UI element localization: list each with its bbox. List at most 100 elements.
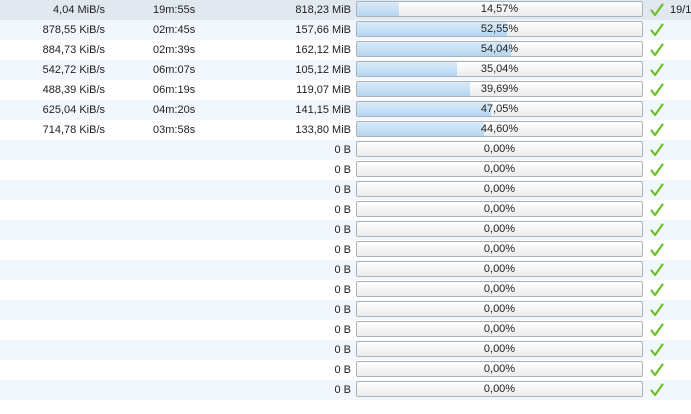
progress-bar: 35,04% (356, 61, 643, 77)
check-icon (649, 242, 665, 258)
table-row[interactable]: 488,39 KiB/s 06m:19s 119,07 MiB 39,69% (0, 80, 691, 100)
speed-cell (0, 320, 105, 340)
size-cell: 133,80 MiB (295, 124, 351, 136)
table-row[interactable]: 0 B 0,00% (0, 240, 691, 260)
size-cell: 0 B (334, 164, 351, 176)
table-row[interactable]: 0 B 0,00% (0, 280, 691, 300)
speed-cell (0, 260, 105, 280)
progress-bar: 44,60% (356, 121, 643, 137)
progress-percent: 0,00% (483, 283, 516, 295)
table-row[interactable]: 714,78 KiB/s 03m:58s 133,80 MiB 44,60% (0, 120, 691, 140)
speed-cell (0, 380, 105, 400)
table-row[interactable]: 0 B 0,00% (0, 180, 691, 200)
progress-percent: 35,04% (480, 63, 519, 75)
table-row[interactable]: 625,04 KiB/s 04m:20s 141,15 MiB 47,05% (0, 100, 691, 120)
speed-cell (0, 200, 105, 220)
progress-bar: 0,00% (356, 141, 643, 157)
progress-bar: 0,00% (356, 201, 643, 217)
table-row[interactable]: 0 B 0,00% (0, 140, 691, 160)
table-row[interactable]: 0 B 0,00% (0, 160, 691, 180)
size-cell: 0 B (334, 344, 351, 356)
speed-cell (0, 360, 105, 380)
table-row[interactable]: 0 B 0,00% (0, 200, 691, 220)
speed-cell: 488,39 KiB/s (42, 84, 105, 96)
size-cell: 0 B (334, 144, 351, 156)
eta-cell (153, 160, 213, 180)
table-row[interactable]: 0 B 0,00% (0, 260, 691, 280)
table-row[interactable]: 0 B 0,00% (0, 220, 691, 240)
eta-cell (153, 180, 213, 200)
progress-percent: 0,00% (483, 203, 516, 215)
size-cell: 162,12 MiB (295, 44, 351, 56)
progress-bar: 54,04% (356, 41, 643, 57)
eta-cell (153, 140, 213, 160)
eta-cell (153, 380, 213, 400)
progress-percent: 54,04% (480, 43, 519, 55)
progress-bar: 0,00% (356, 381, 643, 397)
table-row[interactable]: 878,55 KiB/s 02m:45s 157,66 MiB 52,55% (0, 20, 691, 40)
speed-cell: 878,55 KiB/s (42, 24, 105, 36)
eta-cell: 19m:55s (153, 4, 196, 16)
check-icon (649, 142, 665, 158)
size-cell: 0 B (334, 304, 351, 316)
speed-cell: 4,04 MiB/s (53, 4, 105, 16)
eta-cell (153, 260, 213, 280)
progress-bar: 0,00% (356, 281, 643, 297)
progress-fill (357, 102, 492, 116)
eta-cell: 06m:07s (153, 64, 196, 76)
size-cell: 0 B (334, 284, 351, 296)
transfer-list: 4,04 MiB/s 19m:55s 818,23 MiB 14,57% 19/1 878… (0, 0, 691, 400)
progress-bar: 14,57% (356, 1, 643, 17)
progress-percent: 0,00% (483, 323, 516, 335)
eta-cell: 04m:20s (153, 104, 196, 116)
size-cell: 119,07 MiB (296, 84, 351, 96)
eta-cell: 02m:45s (153, 24, 196, 36)
progress-percent: 0,00% (483, 343, 516, 355)
eta-cell: 06m:19s (153, 84, 196, 96)
check-icon (649, 22, 665, 38)
progress-bar: 0,00% (356, 181, 643, 197)
size-cell: 0 B (334, 264, 351, 276)
size-cell: 157,66 MiB (295, 24, 351, 36)
table-row[interactable]: 0 B 0,00% (0, 320, 691, 340)
progress-bar: 0,00% (356, 361, 643, 377)
eta-cell (153, 220, 213, 240)
table-row[interactable]: 0 B 0,00% (0, 300, 691, 320)
progress-percent: 39,69% (480, 83, 519, 95)
speed-cell (0, 160, 105, 180)
table-row[interactable]: 0 B 0,00% (0, 340, 691, 360)
check-icon (649, 262, 665, 278)
speed-cell (0, 340, 105, 360)
check-icon (649, 182, 665, 198)
speed-cell (0, 220, 105, 240)
progress-bar: 0,00% (356, 341, 643, 357)
size-cell: 0 B (334, 324, 351, 336)
progress-bar: 0,00% (356, 161, 643, 177)
size-cell: 0 B (334, 364, 351, 376)
table-row[interactable]: 884,73 KiB/s 02m:39s 162,12 MiB 54,04% (0, 40, 691, 60)
speed-cell (0, 280, 105, 300)
check-icon (649, 302, 665, 318)
check-icon (649, 42, 665, 58)
table-row[interactable]: 0 B 0,00% (0, 360, 691, 380)
check-icon (649, 162, 665, 178)
size-cell: 818,23 MiB (295, 4, 351, 16)
table-row[interactable]: 0 B 0,00% (0, 380, 691, 400)
table-row[interactable]: 542,72 KiB/s 06m:07s 105,12 MiB 35,04% (0, 60, 691, 80)
progress-fill (357, 122, 485, 136)
extra-cell: 19/1 (670, 4, 691, 16)
size-cell: 0 B (334, 384, 351, 396)
progress-percent: 0,00% (483, 163, 516, 175)
progress-fill (357, 22, 507, 36)
check-icon (649, 62, 665, 78)
progress-percent: 0,00% (483, 363, 516, 375)
table-row[interactable]: 4,04 MiB/s 19m:55s 818,23 MiB 14,57% 19/1 (0, 0, 691, 20)
speed-cell: 714,78 KiB/s (42, 124, 105, 136)
eta-cell (153, 300, 213, 320)
speed-cell (0, 140, 105, 160)
progress-bar: 0,00% (356, 241, 643, 257)
eta-cell (153, 280, 213, 300)
progress-bar: 52,55% (356, 21, 643, 37)
check-icon (649, 202, 665, 218)
eta-cell (153, 320, 213, 340)
